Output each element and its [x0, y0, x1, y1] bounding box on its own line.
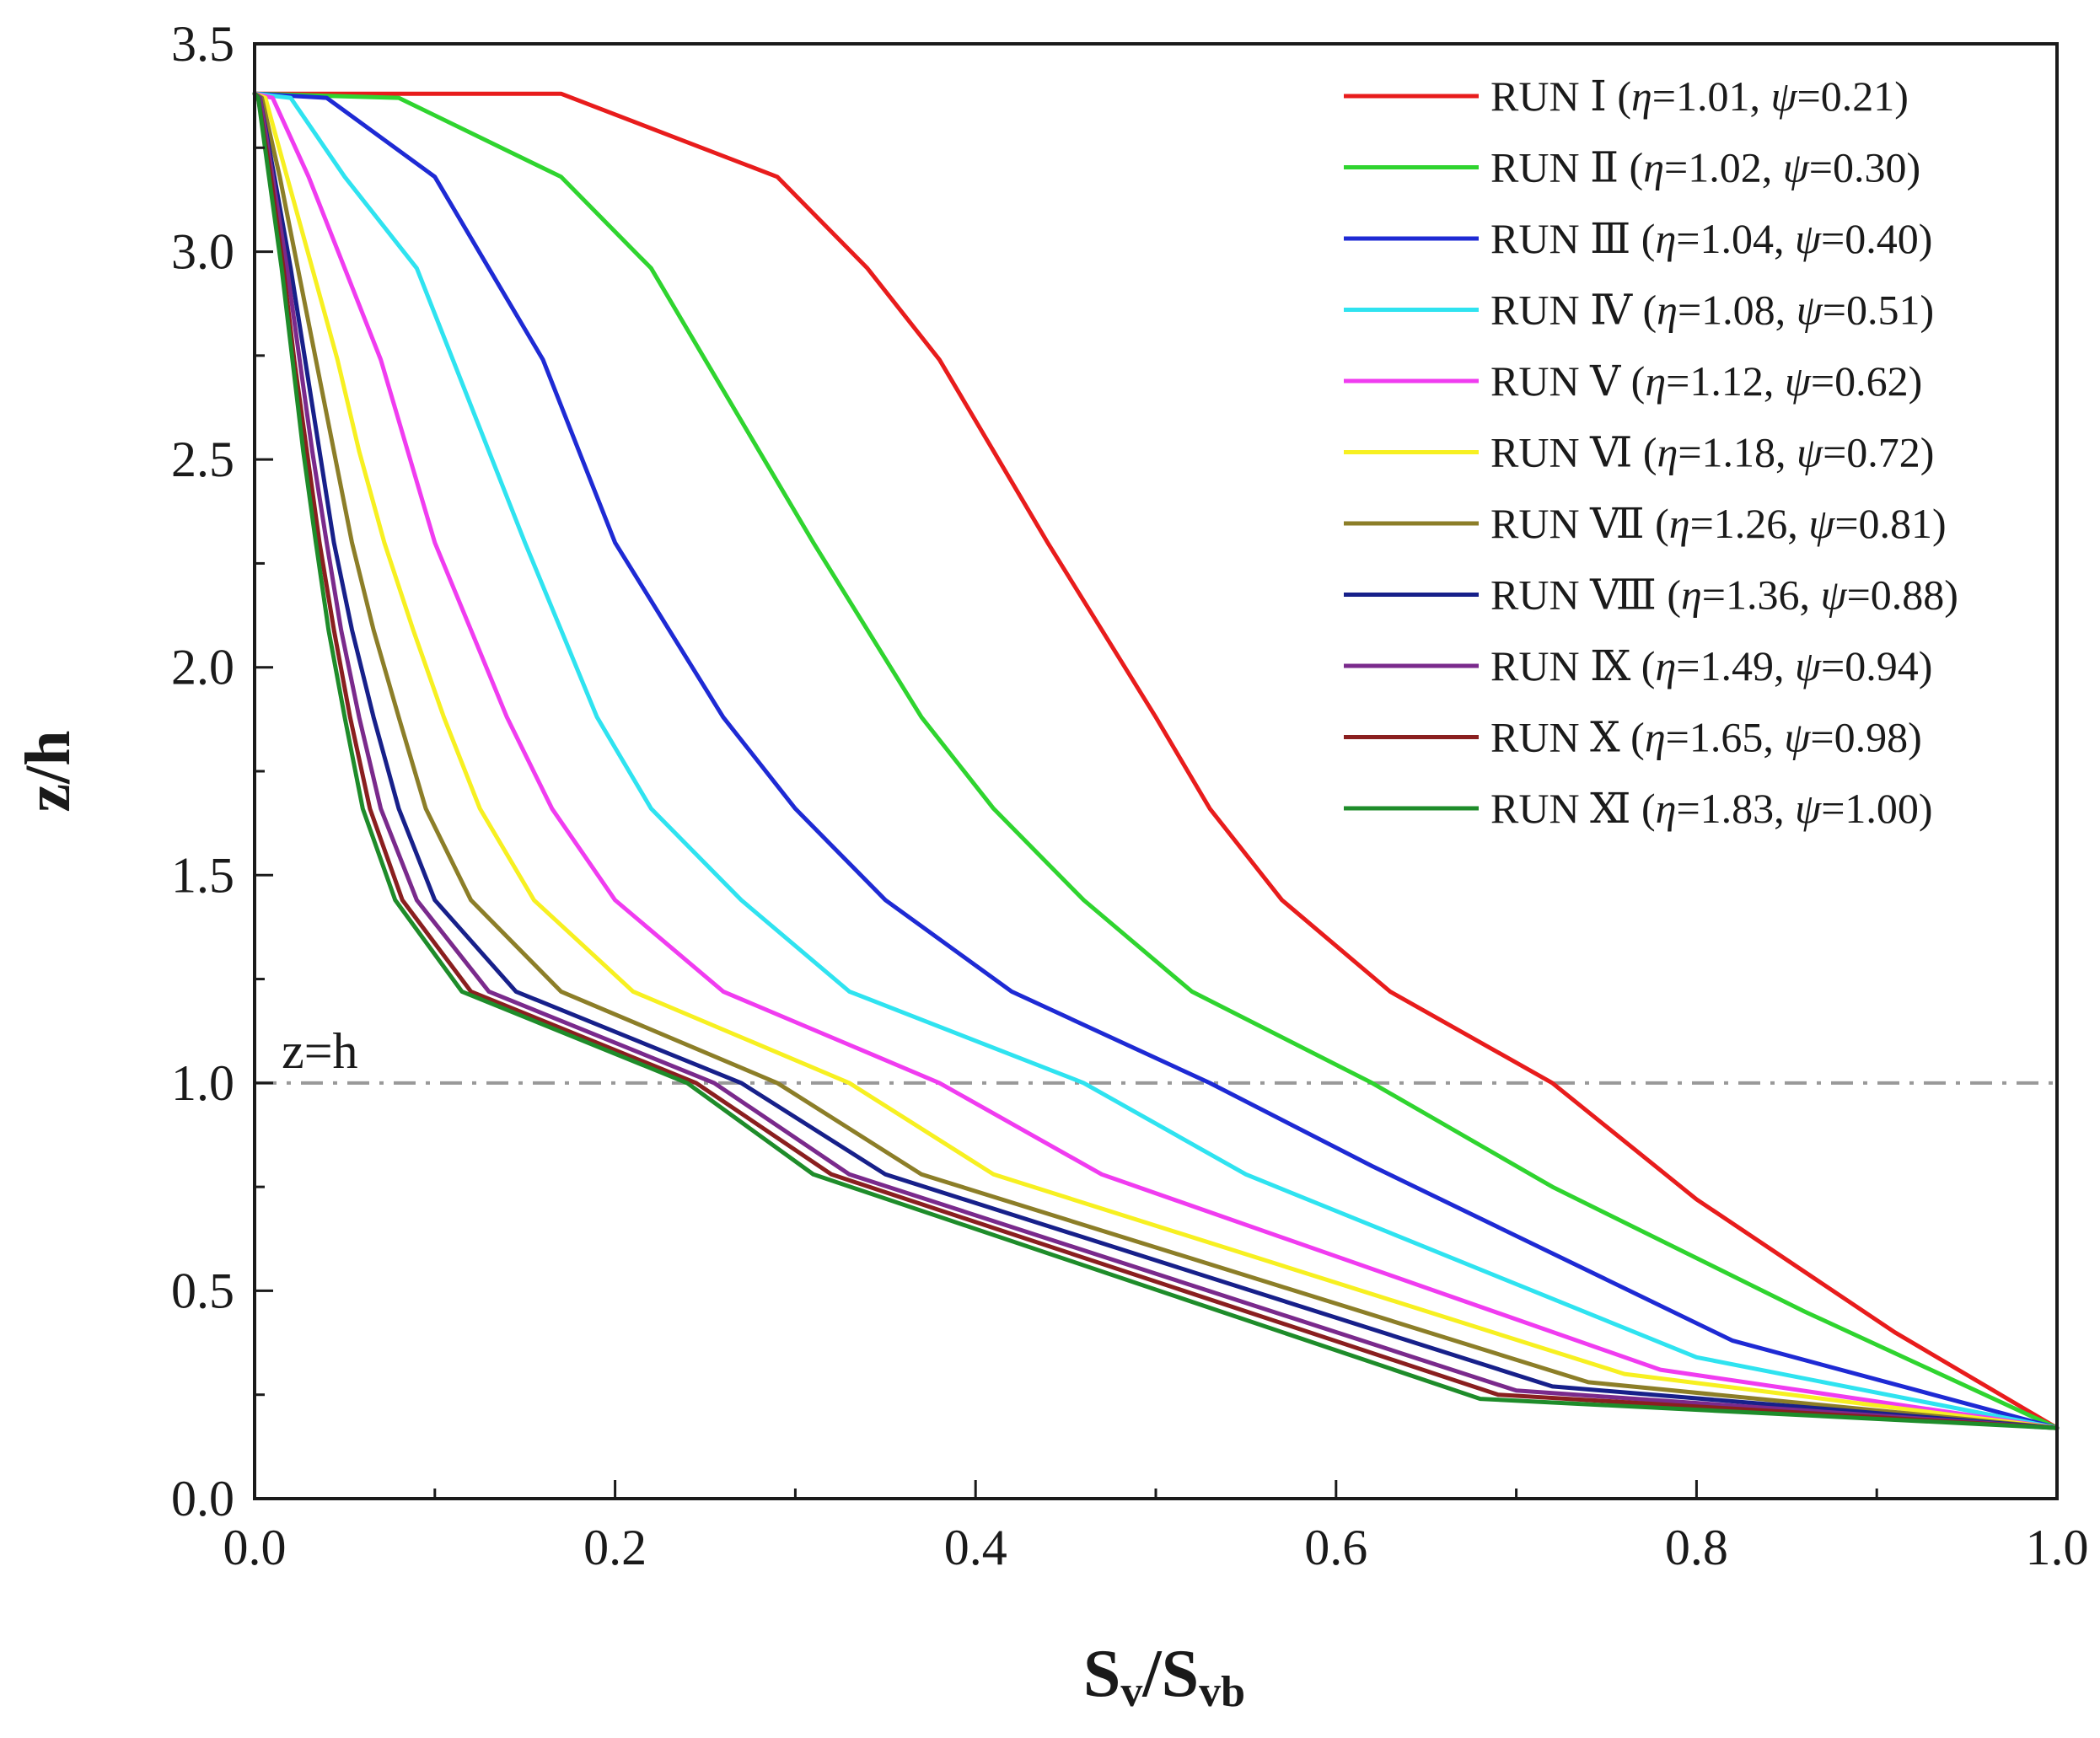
x-tick-label: 0.8 — [1665, 1520, 1728, 1575]
legend-label-7: RUN Ⅶ (η=1.26, ψ=0.81) — [1490, 500, 1947, 547]
legend-label-10: RUN Ⅹ (η=1.65, ψ=0.98) — [1490, 714, 1922, 761]
tick-layer: 0.0 0.2 0.4 0.6 0.8 1.0 0.0 0.5 1.0 1.5 2.0 2.5 3.0 3… — [171, 16, 2089, 1575]
reference-line-label: z=h — [282, 1023, 357, 1079]
y-tick-label: 1.0 — [171, 1055, 234, 1111]
legend-label-4: RUN Ⅳ (η=1.08, ψ=0.51) — [1490, 287, 1934, 334]
series-line-2 — [252, 91, 2060, 1430]
legend-label-1: RUN Ⅰ (η=1.01, ψ=0.21) — [1490, 72, 1909, 120]
legend-label-9: RUN Ⅸ (η=1.49, ψ=0.94) — [1490, 642, 1932, 689]
series-line-8 — [252, 91, 2060, 1430]
legend-label-8: RUN Ⅷ (η=1.36, ψ=0.88) — [1490, 571, 1958, 619]
reference-layer: z=h — [255, 1023, 2057, 1085]
series-line-3 — [252, 91, 2060, 1430]
legend-label-6: RUN Ⅵ (η=1.18, ψ=0.72) — [1490, 429, 1934, 476]
x-tick-label: 0.6 — [1304, 1520, 1367, 1575]
x-axis-title: Sv/Svb — [1083, 1637, 1245, 1716]
y-tick-label: 0.0 — [171, 1471, 234, 1526]
legend-label-11: RUN Ⅺ (η=1.83, ψ=1.00) — [1490, 785, 1933, 832]
series-line-1 — [252, 91, 2060, 1430]
legend: RUN Ⅰ (η=1.01, ψ=0.21) RUN Ⅱ (η=1.02, ψ=0… — [1344, 72, 1958, 832]
series-line-11 — [252, 91, 2060, 1430]
series-line-4 — [252, 91, 2060, 1430]
y-tick-label: 0.5 — [171, 1263, 234, 1318]
series-line-9 — [252, 91, 2060, 1430]
axis-titles: Sv/Svb z/h — [13, 730, 1245, 1716]
x-tick-label: 0.4 — [944, 1520, 1007, 1575]
y-tick-label: 3.0 — [171, 224, 234, 280]
y-tick-label: 2.0 — [171, 640, 234, 695]
series-line-6 — [252, 91, 2060, 1430]
series-layer — [252, 91, 2060, 1430]
legend-label-3: RUN Ⅲ (η=1.04, ψ=0.40) — [1490, 215, 1932, 262]
legend-label-5: RUN Ⅴ (η=1.12, ψ=0.62) — [1490, 357, 1922, 405]
legend-label-2: RUN Ⅱ (η=1.02, ψ=0.30) — [1490, 144, 1920, 191]
y-axis-title: z/h — [13, 730, 83, 812]
x-tick-label: 1.0 — [2026, 1520, 2089, 1575]
y-tick-label: 3.5 — [171, 16, 234, 72]
x-tick-label: 0.2 — [583, 1520, 647, 1575]
series-line-7 — [252, 91, 2060, 1430]
x-tick-label: 0.0 — [223, 1520, 287, 1575]
series-line-5 — [252, 91, 2060, 1430]
y-tick-label: 1.5 — [171, 847, 234, 903]
y-tick-label: 2.5 — [171, 432, 234, 487]
